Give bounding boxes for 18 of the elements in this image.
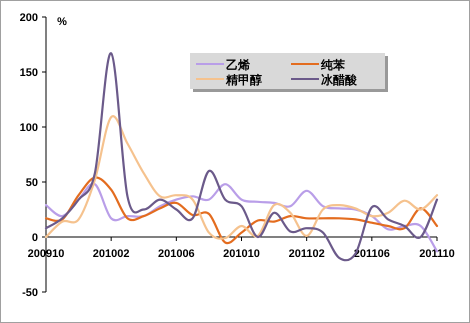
legend-label: 冰醋酸 <box>321 73 358 87</box>
legend-label: 乙烯 <box>226 58 250 72</box>
x-tick-label: 201102 <box>288 248 325 260</box>
x-tick-label: 201002 <box>92 248 130 260</box>
x-tick-label: 201006 <box>158 248 195 260</box>
y-axis-title: % <box>57 16 68 28</box>
line-series <box>44 176 438 244</box>
y-tick-label: 0 <box>32 232 38 244</box>
x-tick-label: 201010 <box>223 248 260 260</box>
y-tick-label: 150 <box>20 67 38 79</box>
y-tick-label: -50 <box>22 287 38 299</box>
legend-label: 精甲醇 <box>225 73 262 87</box>
y-tick-label: 100 <box>20 122 38 134</box>
legend-label: 纯苯 <box>320 58 346 72</box>
y-tick-label: 50 <box>26 177 38 189</box>
y-tick-label: 200 <box>20 12 38 24</box>
line-series <box>44 115 438 240</box>
x-tick-label: 201110 <box>419 248 455 260</box>
